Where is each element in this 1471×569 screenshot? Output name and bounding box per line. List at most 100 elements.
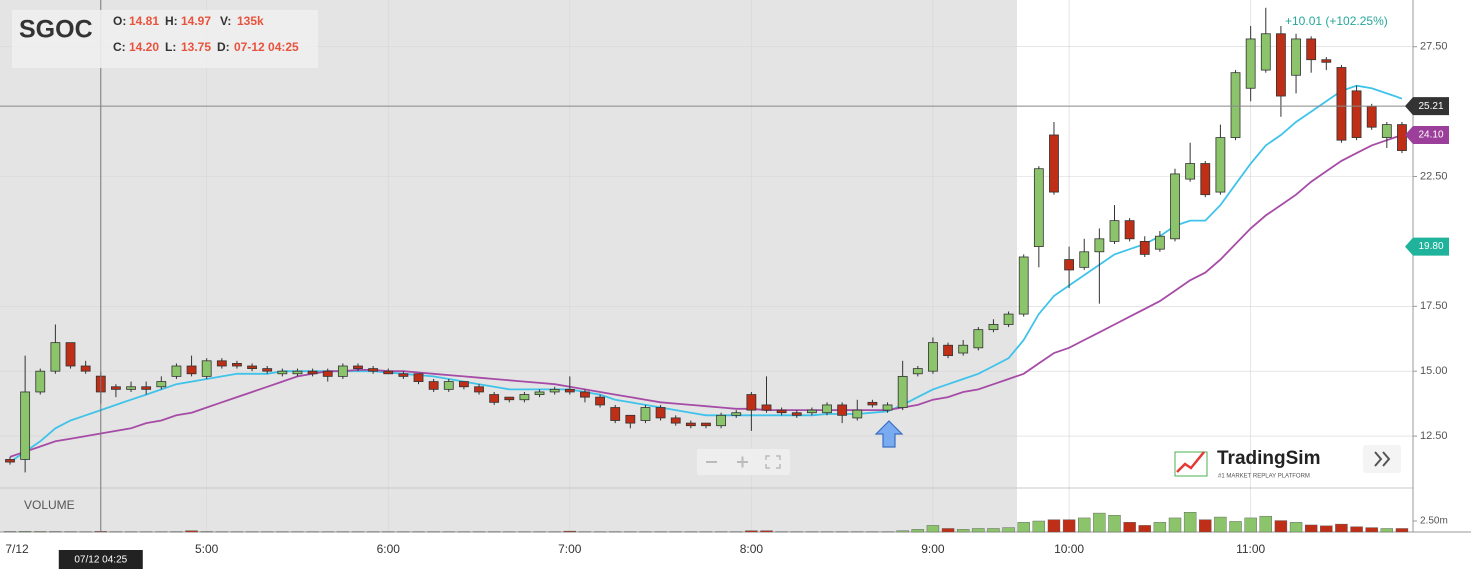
candle-body — [776, 409, 787, 414]
candle-body — [1079, 251, 1090, 268]
volume-bar — [1183, 512, 1197, 533]
candle-body — [912, 368, 923, 375]
candle-body — [35, 370, 46, 393]
volume-bar — [1380, 528, 1394, 533]
volume-bar — [34, 531, 47, 533]
volume-bar — [896, 530, 909, 533]
crosshair: 07/12 04:25 — [0, 0, 1413, 569]
x-tick-label: 7/12 — [5, 542, 29, 556]
candle-body — [247, 365, 257, 369]
candle-body — [322, 370, 333, 377]
volume-bar — [1078, 517, 1091, 533]
candle-body — [1033, 168, 1044, 247]
fullscreen[interactable] — [765, 455, 781, 469]
x-tick-label: 8:00 — [740, 542, 764, 556]
candle-body — [928, 342, 938, 372]
candle-body — [1260, 33, 1271, 71]
x-tick-label: 11:00 — [1236, 542, 1265, 556]
zoom-controls[interactable] — [697, 449, 790, 475]
candle-body — [837, 404, 848, 416]
candle-body — [186, 365, 197, 375]
ohlc-fields: O: 14.81 H: 14.97 V: 135k C: 14.20 L: 13.75 D: 07-1… — [113, 14, 299, 54]
volume-bar — [1289, 522, 1303, 533]
candle-body — [353, 365, 363, 369]
candle-body — [337, 365, 348, 377]
candles — [5, 7, 1407, 473]
candle-body — [973, 329, 984, 349]
volume-bar — [1304, 524, 1318, 533]
candle-body — [564, 388, 575, 393]
candle-body — [504, 396, 515, 401]
candle-body — [1049, 134, 1059, 193]
candle-body — [50, 342, 61, 372]
candle-body — [519, 394, 530, 401]
candle-body — [822, 404, 832, 414]
candle-body — [610, 407, 621, 421]
candle-body — [111, 386, 121, 390]
volume-label: VOLUME — [24, 498, 75, 512]
candle-body — [368, 368, 379, 372]
crosshair-time-tag — [58, 550, 143, 569]
candle-body — [1124, 220, 1135, 240]
volume-bar — [1108, 515, 1121, 533]
entry-arrow — [874, 420, 904, 448]
volume-bar — [760, 530, 773, 533]
x-tick-label: 7:00 — [558, 542, 582, 556]
volume-bar — [1062, 519, 1076, 533]
volume-bar — [926, 525, 940, 533]
y-tick-label: 22.50 — [1420, 170, 1448, 182]
candle-body — [1245, 38, 1256, 89]
candle-body — [398, 373, 409, 377]
crosshair-time: 07/12 04:25 — [74, 555, 127, 566]
volume-bar — [911, 529, 924, 533]
candle-body — [1291, 38, 1301, 76]
candle-body — [625, 414, 636, 424]
price-tag — [1405, 97, 1449, 116]
x-tick-label: 5:00 — [195, 542, 219, 556]
candle-body — [216, 360, 227, 367]
moving-average — [9, 84, 1403, 463]
expand-button[interactable] — [1363, 445, 1401, 473]
candle-body — [20, 391, 31, 460]
candle-body — [126, 386, 136, 390]
field-label: O: — [113, 14, 126, 28]
candle-body — [897, 375, 908, 408]
field-label: D: — [217, 40, 230, 54]
candle-body — [958, 344, 969, 354]
candle-body — [1185, 163, 1196, 180]
candle-body — [806, 409, 817, 414]
candle-body — [277, 370, 288, 375]
volume-bar — [941, 528, 955, 533]
field-value: 135k — [237, 14, 264, 28]
candle-body — [292, 370, 303, 375]
zoom-in[interactable] — [737, 456, 748, 468]
candle-body — [549, 388, 560, 393]
volume-bar — [563, 530, 577, 533]
candle-body — [80, 365, 91, 372]
symbol: SGOC — [19, 16, 93, 44]
y-tick-label: 17.50 — [1420, 300, 1448, 312]
volume-bar — [1017, 522, 1030, 533]
field-label: V: — [220, 14, 231, 28]
x-tick-label: 6:00 — [377, 542, 401, 556]
candle-body — [1170, 173, 1180, 240]
price-tag-label: 24.10 — [1418, 130, 1443, 141]
candle-body — [943, 344, 953, 357]
volume-bar — [185, 530, 198, 533]
candle-body — [1139, 241, 1150, 255]
candle-body — [307, 370, 318, 375]
candle-body — [1276, 33, 1286, 97]
candle-body — [5, 459, 15, 463]
volume-bar — [1365, 527, 1378, 533]
x-tick-label: 10:00 — [1054, 542, 1084, 556]
candle-body — [791, 412, 802, 416]
logo-trend — [1176, 451, 1205, 473]
volume-bar — [1335, 523, 1348, 533]
volume-bar — [745, 530, 758, 533]
candle-body — [1094, 238, 1105, 253]
candle-body — [580, 391, 590, 398]
candle-body — [1351, 90, 1362, 138]
candle-body — [867, 401, 878, 406]
candle-body — [458, 381, 469, 388]
